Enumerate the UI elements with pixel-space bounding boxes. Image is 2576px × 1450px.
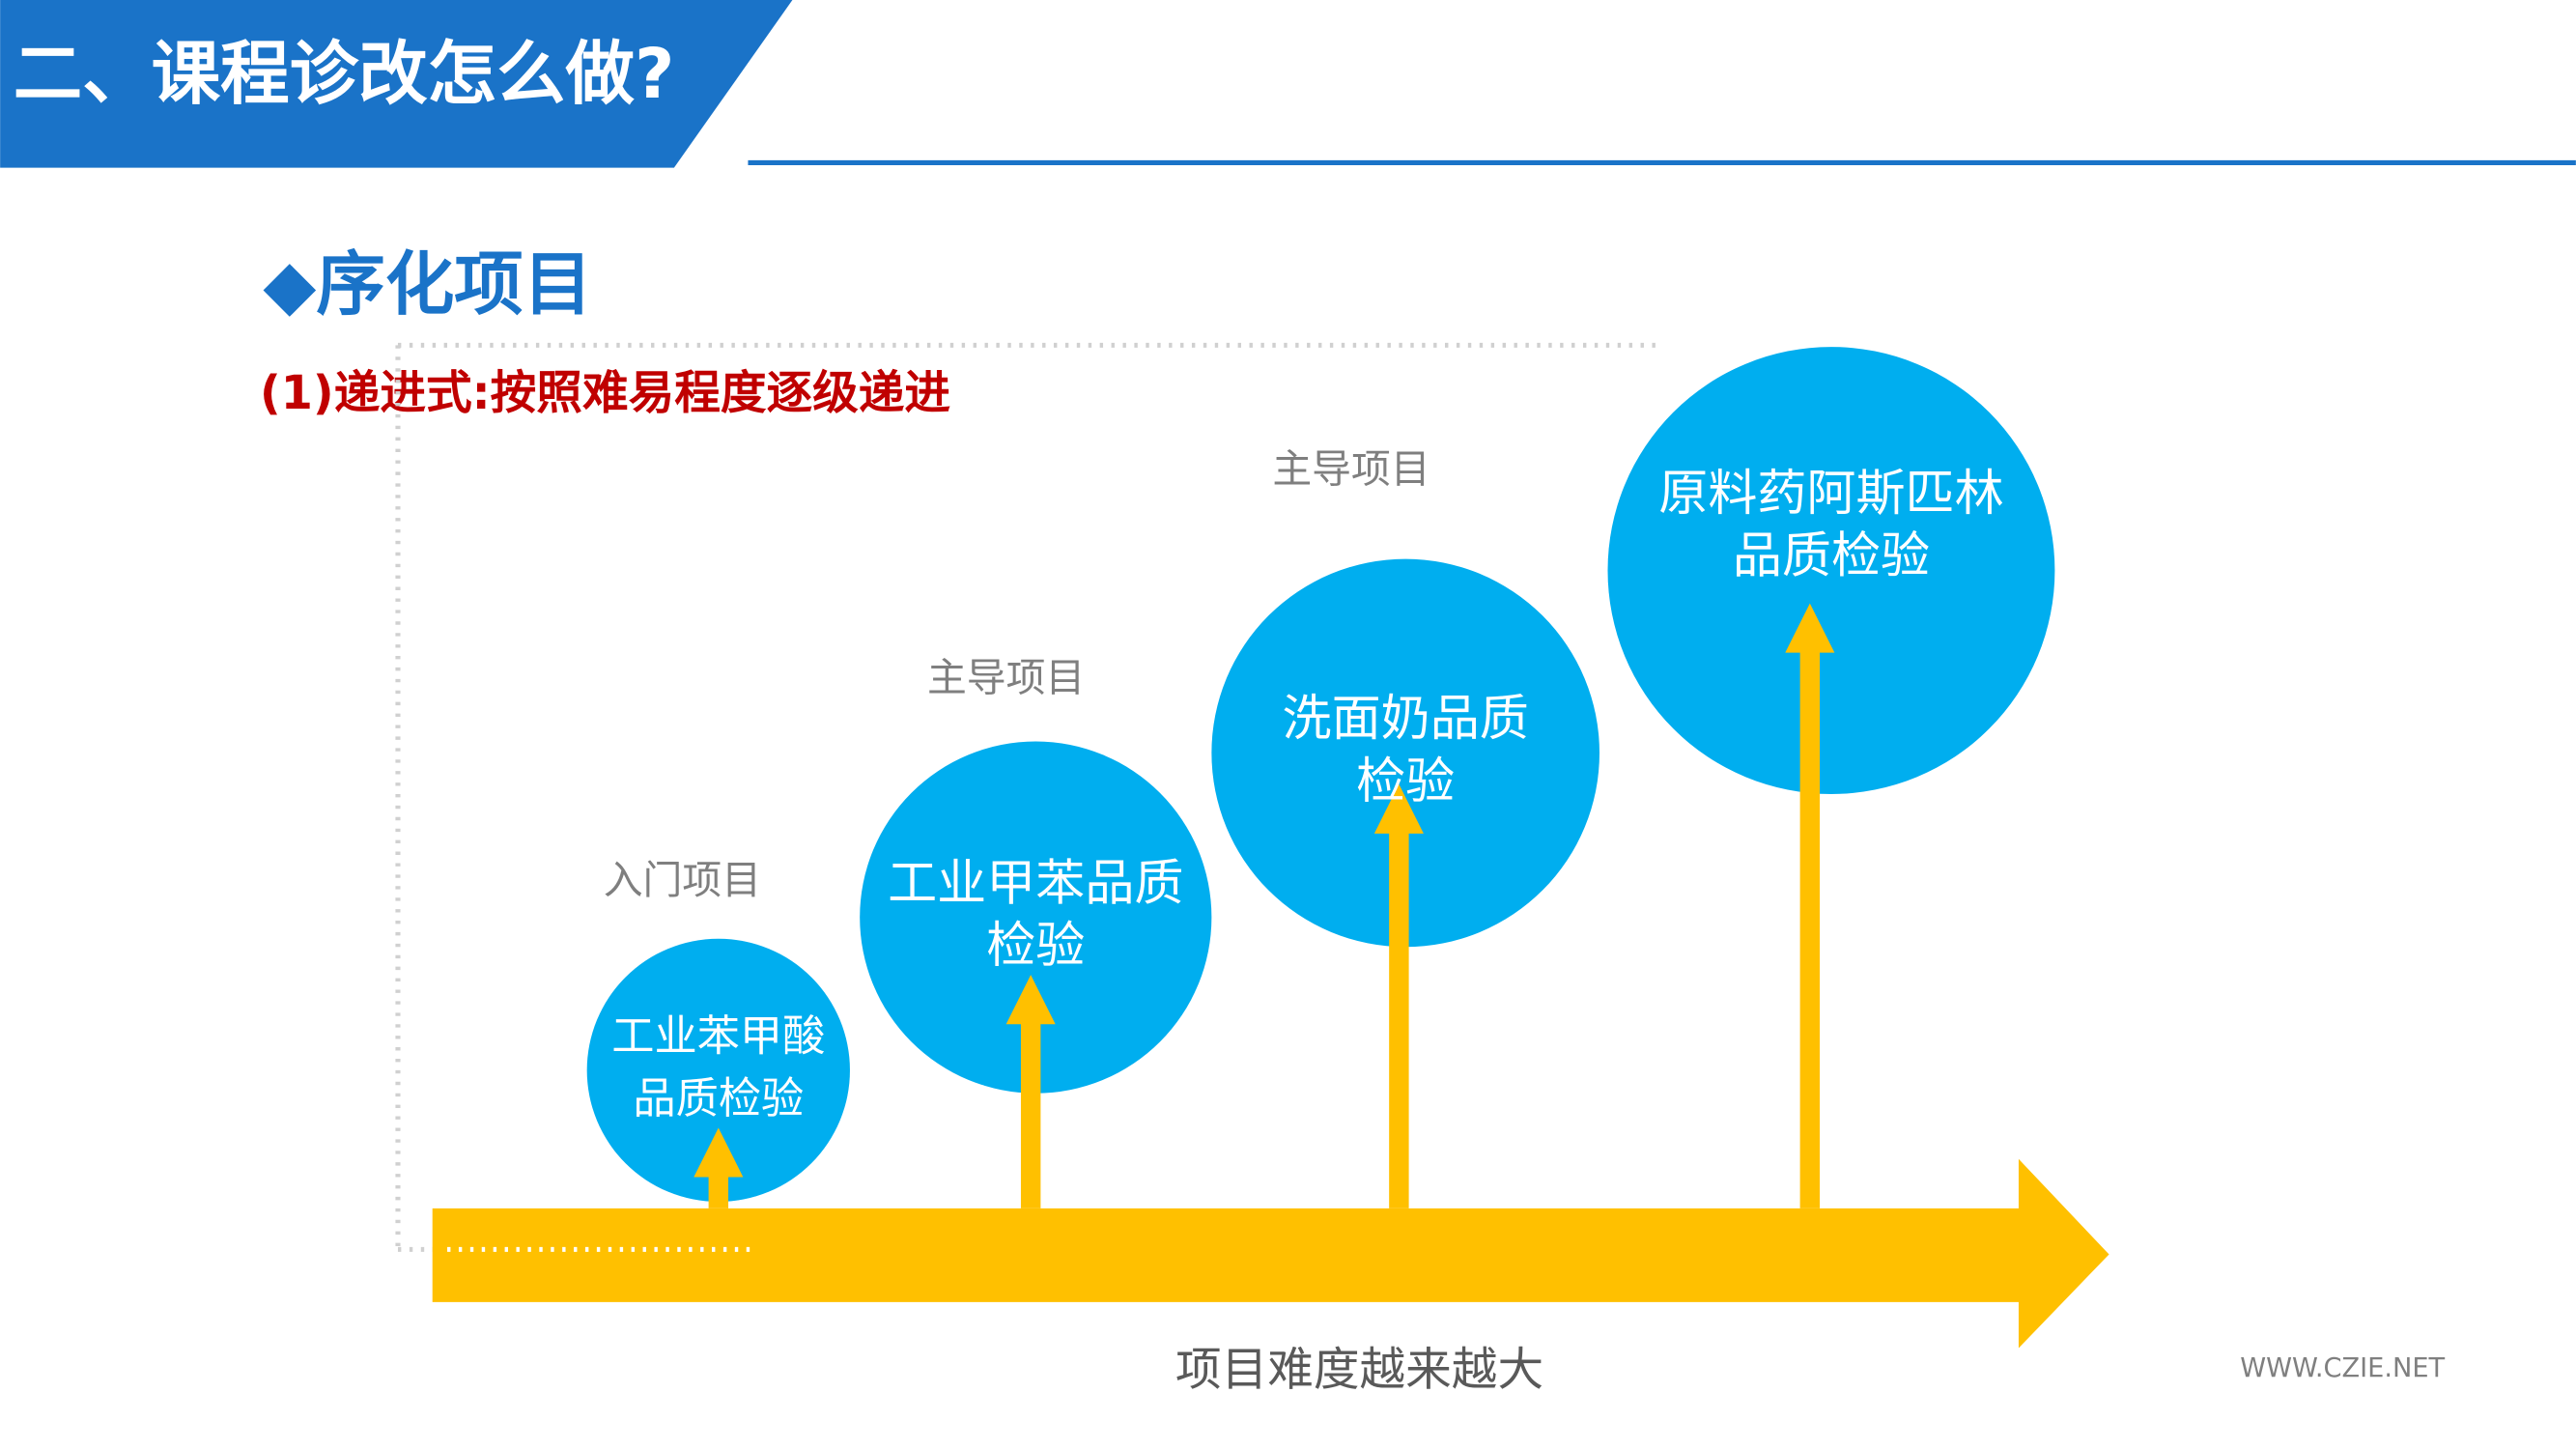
watermark: WWW.CZIE.NET [2240,1353,2445,1383]
item-arrow-shaft [1020,1020,1041,1208]
item-arrow-shaft [708,1174,729,1208]
item-arrow-head [1005,975,1056,1025]
item-circle [586,938,850,1203]
item-arrow-head [1373,783,1424,834]
item-text: 原料药阿斯匹林 [1658,466,2003,523]
item-circle [1211,558,1599,948]
axis-label: 项目难度越来越大 [1175,1344,1543,1397]
item-text: 检验 [1356,753,1455,810]
item-text: 品质检验 [633,1074,804,1123]
section-heading: ◆序化项目 [263,244,592,325]
item-level: 主导项目 [1272,445,1430,492]
item-arrow-shaft [1389,830,1409,1208]
item-circle [860,741,1212,1094]
item-arrow-head [1785,603,1835,653]
header-band [0,0,793,168]
item-level: 入门项目 [604,857,761,903]
section-subheading: (1)递进式:按照难易程度逐级递进 [260,367,950,420]
item-text: 品质检验 [1733,528,1930,585]
item-text: 工业甲苯品质 [888,855,1183,912]
item-text: 检验 [986,918,1085,975]
item-circle [1607,347,2055,794]
item-arrow-shaft [1799,649,1821,1208]
item-text: 工业苯甲酸 [611,1012,825,1062]
header-title: 二、课程诊改怎么做? [14,34,675,114]
difficulty-arrow [432,1158,2109,1349]
item-arrow-head [694,1127,744,1178]
item-text: 洗面奶品质 [1283,691,1529,748]
item-level: 主导项目 [927,655,1085,701]
